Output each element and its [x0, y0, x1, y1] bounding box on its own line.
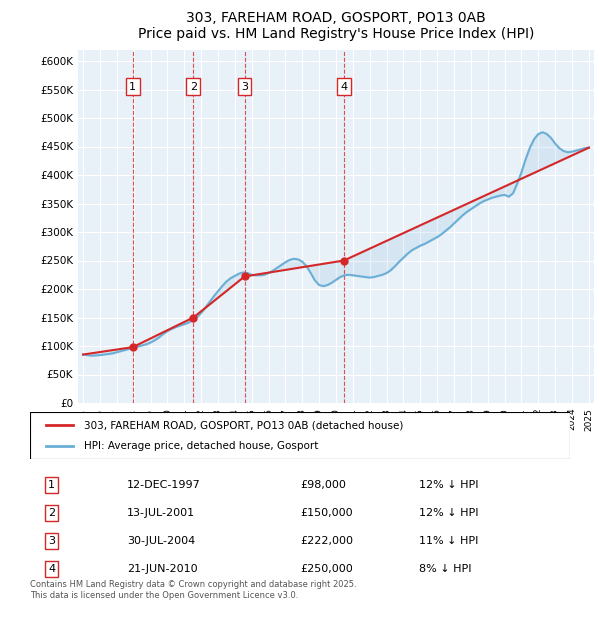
Text: 8% ↓ HPI: 8% ↓ HPI — [419, 564, 472, 574]
Text: 2: 2 — [190, 82, 197, 92]
Title: 303, FAREHAM ROAD, GOSPORT, PO13 0AB
Price paid vs. HM Land Registry's House Pri: 303, FAREHAM ROAD, GOSPORT, PO13 0AB Pri… — [138, 11, 534, 42]
Text: 21-JUN-2010: 21-JUN-2010 — [127, 564, 198, 574]
Text: 4: 4 — [340, 82, 347, 92]
Text: £222,000: £222,000 — [300, 536, 353, 546]
Text: 1: 1 — [48, 480, 55, 490]
FancyBboxPatch shape — [30, 412, 570, 459]
Text: £250,000: £250,000 — [300, 564, 353, 574]
Text: 12% ↓ HPI: 12% ↓ HPI — [419, 480, 478, 490]
Text: Contains HM Land Registry data © Crown copyright and database right 2025.
This d: Contains HM Land Registry data © Crown c… — [30, 580, 356, 600]
Text: £150,000: £150,000 — [300, 508, 353, 518]
Text: 11% ↓ HPI: 11% ↓ HPI — [419, 536, 478, 546]
Text: 13-JUL-2001: 13-JUL-2001 — [127, 508, 196, 518]
Text: 1: 1 — [130, 82, 136, 92]
Text: £98,000: £98,000 — [300, 480, 346, 490]
Text: 12% ↓ HPI: 12% ↓ HPI — [419, 508, 478, 518]
Text: 4: 4 — [48, 564, 55, 574]
Text: 303, FAREHAM ROAD, GOSPORT, PO13 0AB (detached house): 303, FAREHAM ROAD, GOSPORT, PO13 0AB (de… — [84, 420, 403, 430]
Text: 30-JUL-2004: 30-JUL-2004 — [127, 536, 196, 546]
Text: HPI: Average price, detached house, Gosport: HPI: Average price, detached house, Gosp… — [84, 441, 319, 451]
Text: 3: 3 — [241, 82, 248, 92]
Text: 3: 3 — [48, 536, 55, 546]
Text: 12-DEC-1997: 12-DEC-1997 — [127, 480, 201, 490]
Text: 2: 2 — [48, 508, 55, 518]
